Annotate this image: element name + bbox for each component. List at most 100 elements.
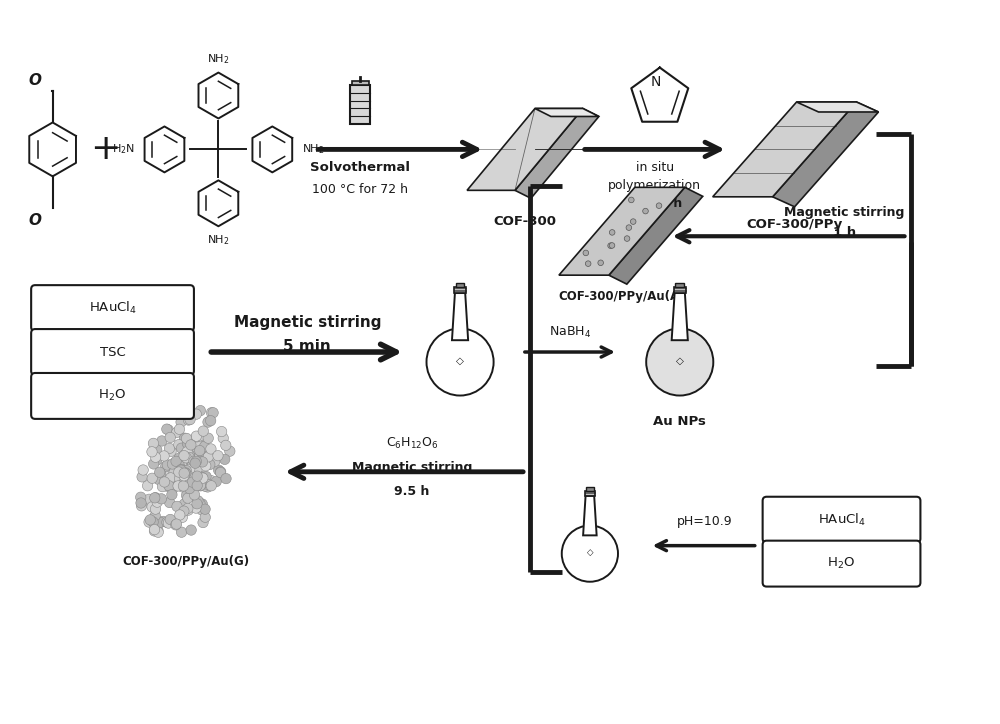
Bar	[350, 85, 370, 125]
Bar	[352, 80, 369, 85]
Circle shape	[160, 461, 171, 472]
Circle shape	[165, 514, 175, 525]
Bar	[454, 287, 466, 293]
Circle shape	[145, 515, 155, 525]
Circle shape	[164, 443, 175, 453]
Circle shape	[213, 450, 223, 461]
Circle shape	[180, 468, 190, 479]
Circle shape	[176, 443, 187, 453]
Circle shape	[177, 442, 187, 452]
Circle shape	[187, 458, 197, 468]
Circle shape	[194, 480, 205, 490]
Circle shape	[206, 408, 217, 418]
Circle shape	[174, 467, 184, 477]
Circle shape	[174, 460, 184, 470]
Circle shape	[180, 468, 191, 479]
Text: Solvothermal: Solvothermal	[310, 161, 410, 174]
Circle shape	[185, 473, 195, 484]
Text: N: N	[651, 75, 661, 88]
Text: pH=10.9: pH=10.9	[677, 515, 733, 529]
Circle shape	[195, 405, 206, 416]
Circle shape	[153, 474, 164, 484]
Circle shape	[157, 436, 167, 446]
Circle shape	[196, 505, 207, 515]
Circle shape	[138, 465, 148, 475]
Circle shape	[186, 479, 196, 490]
Circle shape	[181, 468, 192, 479]
Text: 100 °C for 72 h: 100 °C for 72 h	[312, 183, 408, 195]
Circle shape	[609, 230, 615, 235]
Circle shape	[193, 495, 203, 506]
Circle shape	[155, 467, 165, 477]
FancyBboxPatch shape	[31, 373, 194, 419]
Circle shape	[427, 329, 494, 395]
Circle shape	[187, 477, 198, 487]
Polygon shape	[515, 109, 599, 198]
Circle shape	[168, 479, 178, 489]
Bar	[674, 287, 686, 293]
Text: COF-300: COF-300	[493, 215, 556, 228]
Circle shape	[192, 463, 203, 474]
Text: NH$_2$: NH$_2$	[207, 52, 230, 66]
Circle shape	[183, 415, 194, 425]
Circle shape	[178, 473, 189, 483]
Circle shape	[179, 468, 189, 479]
Circle shape	[167, 489, 177, 500]
Circle shape	[197, 447, 207, 458]
Circle shape	[194, 431, 205, 441]
Circle shape	[211, 476, 221, 487]
Circle shape	[165, 473, 176, 483]
Circle shape	[136, 492, 146, 502]
Circle shape	[200, 445, 211, 455]
Circle shape	[152, 455, 162, 466]
Text: COF-300/PPy/Au(A): COF-300/PPy/Au(A)	[559, 290, 685, 303]
Circle shape	[185, 414, 195, 425]
Circle shape	[192, 481, 202, 491]
Circle shape	[179, 470, 189, 480]
Circle shape	[194, 445, 205, 456]
Text: polymerization: polymerization	[608, 179, 701, 192]
Circle shape	[608, 243, 613, 248]
Circle shape	[148, 438, 159, 449]
Polygon shape	[609, 188, 703, 284]
Circle shape	[155, 468, 166, 479]
Bar	[674, 287, 686, 293]
Bar	[454, 287, 466, 293]
Circle shape	[177, 468, 187, 479]
Circle shape	[181, 468, 191, 479]
Circle shape	[147, 473, 157, 484]
Circle shape	[158, 516, 168, 526]
Circle shape	[177, 468, 188, 479]
Circle shape	[176, 464, 187, 475]
Polygon shape	[713, 102, 857, 197]
Circle shape	[177, 460, 187, 471]
Circle shape	[197, 446, 207, 457]
Circle shape	[187, 457, 197, 467]
Circle shape	[206, 481, 216, 491]
Text: C$_6$H$_{12}$O$_6$: C$_6$H$_{12}$O$_6$	[386, 437, 438, 451]
Circle shape	[179, 472, 190, 482]
Circle shape	[171, 520, 181, 530]
Circle shape	[157, 481, 168, 492]
Text: Magnetic stirring: Magnetic stirring	[784, 206, 905, 219]
Polygon shape	[535, 109, 599, 117]
Circle shape	[178, 468, 188, 479]
Circle shape	[152, 445, 162, 455]
Text: NaBH$_4$: NaBH$_4$	[549, 324, 591, 340]
Circle shape	[161, 481, 172, 492]
Circle shape	[136, 498, 146, 508]
Circle shape	[178, 471, 188, 481]
Circle shape	[150, 504, 161, 514]
Circle shape	[179, 506, 189, 516]
Bar	[585, 491, 595, 496]
Text: NH$_2$: NH$_2$	[302, 143, 325, 156]
Circle shape	[192, 471, 202, 481]
Circle shape	[184, 475, 194, 485]
Circle shape	[183, 505, 193, 515]
Circle shape	[184, 450, 195, 460]
Bar	[675, 282, 684, 287]
Circle shape	[178, 481, 189, 491]
Circle shape	[197, 499, 207, 509]
Text: H$_2$N: H$_2$N	[112, 143, 135, 156]
Circle shape	[150, 510, 160, 521]
